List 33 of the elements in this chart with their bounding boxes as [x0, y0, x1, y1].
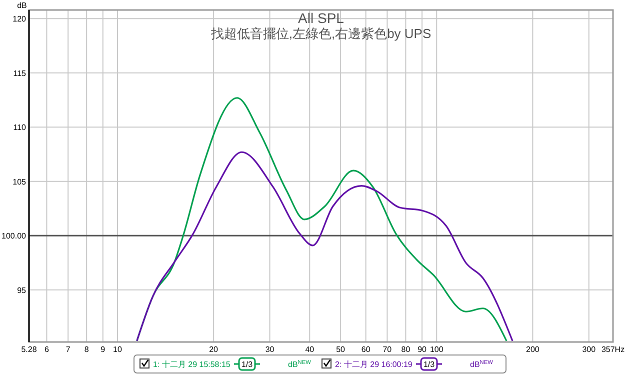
x-tick-label: 50 — [336, 345, 346, 354]
text: 找超低音擺位,左綠色,右邊紫色by UPS — [210, 26, 432, 41]
x-tick-label: 7 — [66, 345, 71, 354]
y-tick-label: 110 — [13, 123, 27, 132]
x-tick-label: 60 — [361, 345, 371, 354]
chart-title: All SPL — [298, 10, 344, 26]
y-tick-label: 100.00 — [2, 232, 27, 241]
x-tick-label: 6 — [44, 345, 50, 354]
text: 1: 十二月 29 15:58:15 — [153, 360, 231, 369]
text: dB$^{NEW}$ — [470, 360, 494, 369]
x-tick-label: 8 — [84, 345, 90, 354]
x-tick-label: 20 — [209, 345, 219, 354]
x-tick-label: 40 — [305, 345, 315, 354]
x-tick-label: 70 — [382, 345, 392, 354]
text: dB$^{NEW}$ — [288, 360, 312, 369]
x-tick-label: 80 — [401, 345, 411, 354]
y-tick-label: 95 — [17, 286, 27, 295]
y-tick-label: 105 — [12, 177, 27, 186]
x-tick-label: 357Hz — [601, 345, 625, 354]
x-tick-label: 90 — [418, 345, 428, 354]
text: 1/3 — [241, 360, 254, 369]
x-tick-label: 5.28 — [21, 345, 38, 354]
y-axis-title: dB — [17, 1, 27, 10]
y-tick-label: 115 — [13, 68, 27, 78]
y-tick-label: 120 — [12, 14, 27, 24]
x-tick-label: 200 — [526, 345, 540, 354]
x-tick-label: 300 — [582, 345, 596, 354]
x-tick-label: 9 — [100, 345, 106, 354]
x-tick-label: 30 — [265, 345, 275, 354]
text: 1/3 — [423, 360, 436, 369]
text: 2: 十二月 29 16:00:19 — [335, 360, 413, 369]
x-tick-label: 100 — [430, 345, 444, 354]
x-tick-label: 10 — [113, 345, 123, 354]
